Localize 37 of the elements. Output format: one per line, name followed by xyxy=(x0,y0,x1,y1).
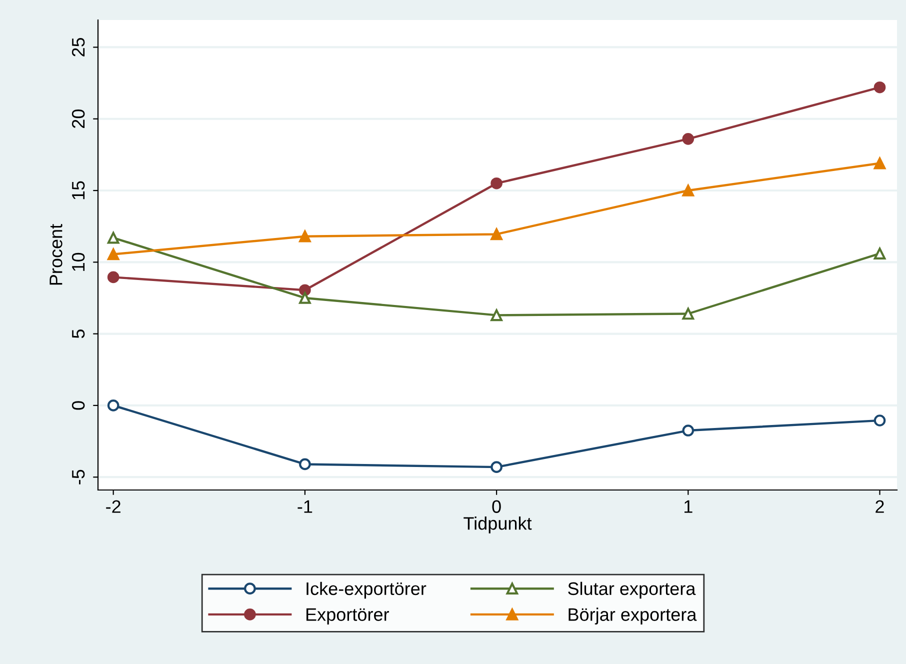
point xyxy=(682,424,694,436)
x-axis-title: Tidpunkt xyxy=(464,516,532,534)
legend-label: Icke-exportörer xyxy=(306,582,426,599)
legend-label: Slutar exportera xyxy=(568,582,696,599)
point xyxy=(490,228,502,240)
x-tick-label: -1 xyxy=(298,500,312,513)
point xyxy=(107,248,120,260)
y-tick-label: 5 xyxy=(72,330,85,338)
x-tick-label: 0 xyxy=(492,500,501,513)
point xyxy=(682,184,694,196)
point xyxy=(107,232,120,244)
point xyxy=(874,414,886,426)
point xyxy=(299,458,311,470)
legend-label: Börjar exportera xyxy=(568,608,697,625)
point xyxy=(682,308,694,320)
x-tick-label: 2 xyxy=(876,500,884,513)
y-tick-label: 15 xyxy=(72,181,85,200)
y-tick-label: 25 xyxy=(72,38,85,56)
point xyxy=(490,461,502,473)
point xyxy=(874,157,886,170)
y-axis-title: Procent xyxy=(50,224,62,285)
point xyxy=(682,133,694,145)
x-tick-label: -2 xyxy=(106,500,120,513)
point xyxy=(299,292,311,304)
x-tick-label: 1 xyxy=(684,500,692,513)
y-tick-label: 20 xyxy=(72,110,85,128)
y-tick-label: 10 xyxy=(72,252,85,271)
y-tick-label: 0 xyxy=(72,401,85,410)
point xyxy=(490,309,502,322)
point xyxy=(107,271,120,284)
point xyxy=(874,248,886,260)
point xyxy=(107,400,120,412)
y-tick-label: -5 xyxy=(72,470,85,484)
point xyxy=(874,81,886,94)
legend-label: Exportörer xyxy=(306,608,389,625)
point xyxy=(490,177,502,190)
point xyxy=(299,230,311,242)
